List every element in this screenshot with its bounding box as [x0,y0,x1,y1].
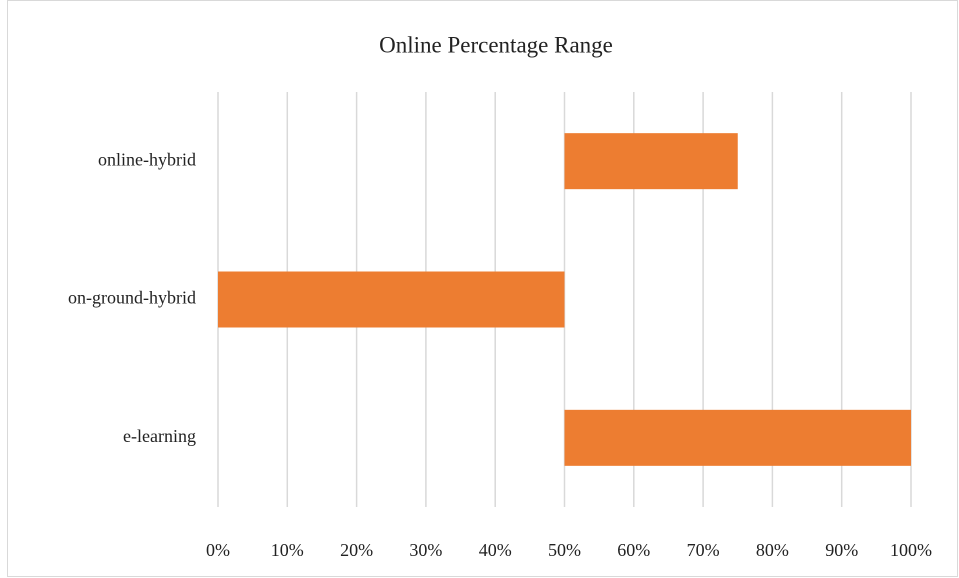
x-tick-label: 0% [206,540,230,560]
bar [218,271,565,328]
chart-title: Online Percentage Range [379,32,613,57]
x-tick-label: 90% [825,540,858,560]
x-tick-label: 40% [479,540,512,560]
x-tick-label: 100% [890,540,932,560]
y-tick-label: online-hybrid [98,149,196,169]
x-tick-label: 50% [548,540,581,560]
x-tick-label: 70% [687,540,720,560]
y-tick-label: on-ground-hybrid [68,288,196,308]
x-tick-label: 30% [409,540,442,560]
y-tick-label: e-learning [123,426,196,446]
x-tick-label: 80% [756,540,789,560]
bar [564,409,911,466]
x-tick-label: 10% [271,540,304,560]
bars [218,133,911,466]
x-tick-label: 60% [617,540,650,560]
x-tick-label: 20% [340,540,373,560]
bar [564,133,738,190]
